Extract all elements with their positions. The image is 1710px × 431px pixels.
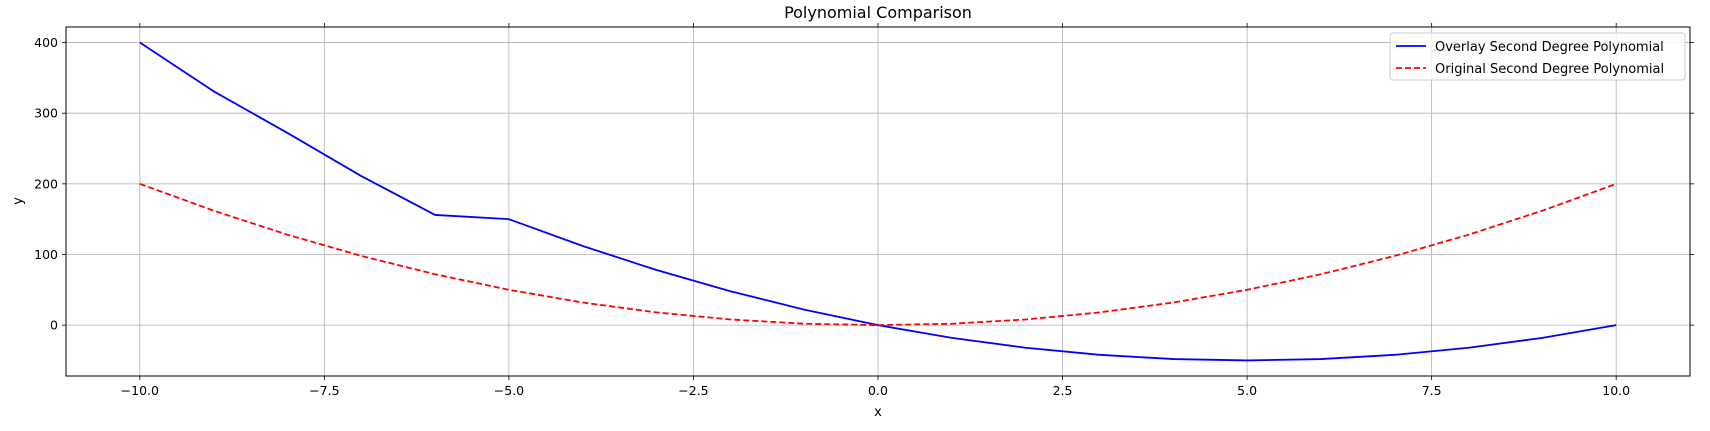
y-tick-label: 0	[50, 318, 58, 333]
series-lines	[139, 41, 1617, 362]
x-tick-label: −7.5	[309, 383, 339, 398]
x-tick-label: 7.5	[1422, 383, 1442, 398]
legend-label-overlay: Overlay Second Degree Polynomial	[1435, 40, 1664, 55]
legend-box	[1389, 32, 1686, 81]
x-tick-label: 2.5	[1053, 383, 1073, 398]
series-line-original	[139, 182, 1617, 327]
chart-title: Polynomial Comparison	[784, 3, 972, 22]
x-tick-label: 0.0	[868, 383, 888, 398]
x-tick-label: 5.0	[1237, 383, 1257, 398]
axis-ticks: −10.0 −7.5 −5.0 −2.5 0.0 2.5 5.0 7.5 10.0 0 100 200…	[34, 23, 1694, 398]
y-tick-label: 200	[34, 176, 58, 191]
y-tick-label: 100	[34, 247, 58, 262]
y-axis-label: y	[11, 197, 26, 205]
series-line-overlay	[139, 41, 1617, 362]
legend: Overlay Second Degree Polynomial Origina…	[1389, 32, 1686, 81]
x-tick-label: −2.5	[678, 383, 708, 398]
legend-label-original: Original Second Degree Polynomial	[1435, 62, 1664, 77]
y-tick-label: 400	[34, 35, 58, 50]
y-tick-label: 300	[34, 106, 58, 121]
x-tick-label: −10.0	[121, 383, 159, 398]
x-tick-label: −5.0	[494, 383, 524, 398]
x-tick-label: 10.0	[1602, 383, 1630, 398]
x-axis-label: x	[874, 405, 882, 420]
